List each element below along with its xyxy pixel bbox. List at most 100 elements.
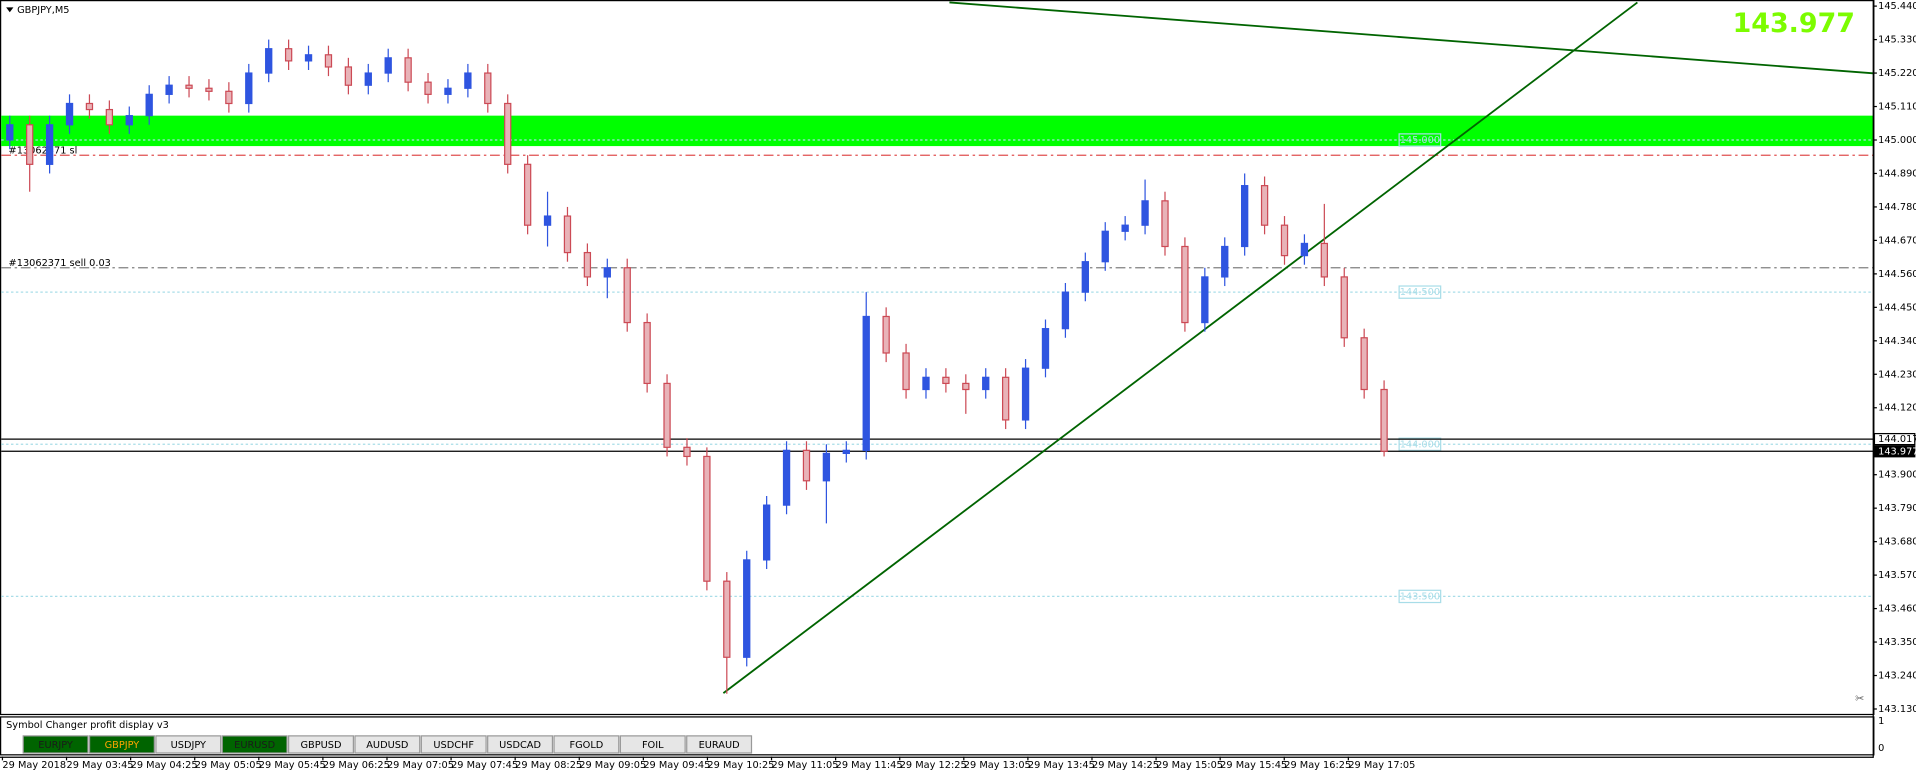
candle-body [1340,276,1348,339]
menu-arrow[interactable] [6,7,14,13]
candle-body [563,215,572,254]
symbol-button[interactable] [88,735,155,754]
candle-body [324,54,333,68]
candle-body [65,102,74,126]
y-tick-label: 145.220 [1878,68,1916,79]
x-tick-label: 29 May 15:05 [1156,760,1223,771]
symbol-button[interactable] [420,735,487,754]
symbol-button-label[interactable]: USDJPY [171,740,206,751]
y-tick-label: 143.130 [1878,704,1916,715]
candle-body [1161,200,1169,248]
candle-body [484,72,492,105]
y-tick-label: 144.670 [1878,235,1916,246]
level-label: 144.000 [1400,439,1440,450]
symbol-button-label[interactable]: GBPJPY [105,740,140,751]
candle-body [85,102,94,111]
symbol-button[interactable] [22,735,89,754]
candle-body [703,455,711,582]
candle-body [922,376,930,391]
y-tick-label: 144.560 [1878,269,1916,280]
order-label: #13062371 sl [9,145,78,156]
symbol-button[interactable] [155,735,222,754]
candle-body [404,57,412,83]
candle-body [583,251,592,278]
x-tick-label: 29 May 08:25 [515,760,582,771]
y-tick-label: 144.780 [1878,202,1916,213]
candle-body [125,115,133,126]
scissors-icon: ✂ [1855,692,1864,705]
candle-body [1001,376,1010,421]
candle-body [1280,224,1289,257]
candle-body [6,124,14,141]
candle-body [165,84,173,95]
candle-body [1260,185,1269,226]
symbol-button[interactable] [686,735,753,754]
candle-body [145,93,153,117]
candle-body [344,66,353,86]
x-tick-label: 29 May 17:05 [1348,760,1415,771]
y-tick-label: 143.900 [1878,470,1916,481]
candle-body [1181,245,1189,324]
chart-background: 145.000 144.500 144.000 143.500 #13062371 sl… [1,115,1874,604]
symbol-button[interactable] [487,735,554,754]
symbol-button[interactable] [221,735,288,754]
level-label-box [1398,133,1442,147]
candle-body [384,57,392,74]
bid-label: 143.977 [1878,446,1916,457]
candle-body [1300,242,1309,257]
y-tick-label: 143.790 [1878,503,1916,514]
symbol-button-label[interactable]: USDCAD [499,740,541,751]
symbol-button-label[interactable]: USDCHF [433,740,474,751]
candle-body [1061,291,1070,330]
candle-body [464,72,472,89]
candle-body [902,352,910,391]
y-tick-label: 145.000 [1878,135,1916,146]
symbol-button[interactable] [553,735,620,754]
symbol-button[interactable] [288,735,354,754]
price-display: 143.977 [1733,8,1855,39]
y-tick-label: 144.120 [1878,403,1916,414]
x-tick-label: 29 May 16:25 [1284,760,1351,771]
level-label: 145.000 [1400,135,1440,146]
y-tick-label: 143.460 [1878,604,1916,615]
symbol-button-label[interactable]: GBPUSD [300,740,341,751]
candle-body [304,54,313,62]
level-label-box [1398,285,1442,299]
candle-body [782,449,791,506]
order-label: #13062371 sell 0.03 [9,258,111,269]
x-tick-label: 29 May 11:45 [836,760,903,771]
symbol-button-label[interactable]: FOIL [642,740,664,751]
candle-body [962,382,970,391]
symbol-button-label[interactable]: FGOLD [569,740,603,751]
symbol-button[interactable] [354,735,421,754]
symbol-button[interactable] [619,735,686,754]
candle-body [504,102,512,165]
x-tick-label: 29 May 07:05 [387,760,454,771]
candle-body [1241,185,1249,248]
x-tick-label: 29 May 06:25 [323,760,390,771]
candle-body [543,215,552,226]
symbol-button-label[interactable]: EURAUD [699,740,740,751]
candle-body [942,376,950,385]
candle-body [205,87,213,92]
candle-body [842,449,850,455]
trendline [722,1,1638,694]
x-tick-label: 29 May 14:25 [1092,760,1159,771]
candle-body [245,72,253,105]
x-tick-label: 29 May 10:25 [707,760,774,771]
candle-body [424,81,432,95]
symbol-button-label[interactable]: EURUSD [234,740,275,751]
y-tick-label: 145.440 [1878,1,1916,12]
symbol-title: GBPJPY,M5 [17,5,69,16]
symbol-button-label[interactable]: EURJPY [38,740,73,751]
candles [6,39,1388,694]
candle-body [1320,242,1329,278]
y-tick-label: 145.110 [1878,102,1916,113]
symbol-button-label[interactable]: AUDUSD [366,740,408,751]
panel-axis-label: 1 [1878,716,1884,727]
candle-body [1141,200,1149,226]
x-tick-label: 29 May 05:05 [195,760,262,771]
level-label-box [1398,437,1442,451]
candle-body [1221,245,1229,278]
x-tick-label: 29 May 15:45 [1220,760,1287,771]
